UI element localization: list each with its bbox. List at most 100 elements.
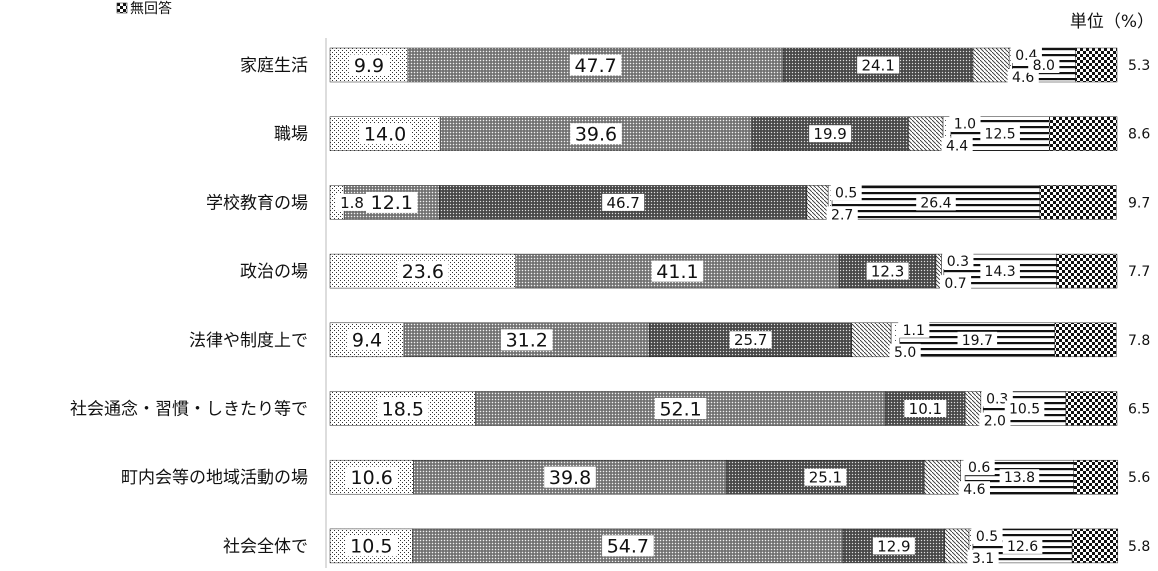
- data-label: 12.5: [985, 127, 1016, 143]
- category-label: 職場: [274, 125, 308, 145]
- data-label: 2.7: [831, 207, 853, 223]
- data-label-bg: [963, 459, 995, 476]
- unit-label: 単位（%）: [1070, 12, 1154, 32]
- data-label: 54.7: [607, 536, 649, 558]
- data-label: 1.1: [903, 323, 925, 339]
- data-label-bg: [889, 343, 921, 360]
- bar-segment: [908, 116, 944, 151]
- bar-row: 社会全体で 10.5 54.7 12.9 3.1 0.5 12.6 5.8: [223, 527, 1150, 567]
- data-label-bg: [826, 206, 858, 223]
- data-label-bg: [809, 125, 852, 143]
- bar-segment: [1056, 253, 1118, 289]
- data-label-bg: [602, 193, 645, 211]
- data-label-bg: [898, 321, 930, 338]
- bar-segment: [972, 47, 1010, 83]
- data-label: 47.7: [574, 55, 616, 77]
- data-label-bg: [345, 466, 398, 488]
- data-label: 5.3: [1128, 58, 1150, 74]
- data-label: 10.5: [350, 536, 392, 558]
- data-label-bg: [957, 331, 998, 348]
- data-label: 46.7: [606, 194, 639, 212]
- category-label: 社会通念・習慣・しきたり等で: [70, 399, 308, 420]
- data-label: 2.0: [984, 414, 1006, 430]
- data-label: 5.6: [1128, 470, 1150, 486]
- data-label-bg: [804, 468, 847, 486]
- data-label: 14.3: [985, 264, 1016, 280]
- data-label-bg: [365, 191, 418, 213]
- data-label-bg: [729, 331, 772, 349]
- bar-segment: [1071, 528, 1119, 564]
- data-label: 19.9: [813, 125, 846, 143]
- bar-segment: [1073, 459, 1119, 495]
- bar-segment: [1075, 47, 1118, 83]
- data-label-bg: [916, 194, 956, 211]
- data-label: 8.6: [1128, 127, 1150, 143]
- data-label: 10.1: [909, 400, 942, 418]
- data-label: 0.6: [968, 460, 990, 476]
- data-label: 0.5: [976, 529, 998, 545]
- data-label: 9.9: [354, 55, 384, 77]
- data-label-bg: [999, 469, 1040, 486]
- data-label-bg: [376, 398, 429, 419]
- data-label-bg: [335, 193, 369, 211]
- data-label: 19.7: [962, 333, 993, 349]
- data-label: 0.3: [947, 254, 969, 270]
- bar-rows: 家庭生活 9.9 47.7 24.14.60.48.0 5.3職場 14.0 39.6 19.…: [70, 47, 1150, 567]
- bar-segment: [1054, 322, 1117, 358]
- data-label: 41.1: [656, 261, 698, 283]
- data-label: 12.3: [871, 263, 904, 281]
- bar-segment: [944, 528, 970, 564]
- data-label-bg: [872, 537, 915, 555]
- data-label: 52.1: [659, 398, 701, 420]
- bar-segment: [851, 322, 892, 358]
- bar-row: 家庭生活 9.9 47.7 24.14.60.48.0 5.3: [240, 47, 1150, 86]
- data-label-bg: [939, 275, 972, 292]
- data-label: 14.0: [364, 124, 406, 146]
- bar-row: 職場 14.0 39.6 19.9 4.4 1.0 12.5 8.6: [274, 115, 1150, 155]
- data-label-bg: [500, 329, 553, 351]
- data-label: 39.6: [575, 124, 617, 146]
- bar-row: 学校教育の場 1.8 12.1 46.7 2.7 0.5 26.4 9.7: [206, 184, 1150, 223]
- data-label-bg: [651, 260, 704, 282]
- data-label: 31.2: [506, 330, 548, 352]
- data-label: 18.5: [382, 398, 424, 420]
- data-label: 9.7: [1128, 195, 1150, 211]
- data-label-bg: [958, 481, 990, 498]
- data-label: 12.6: [1007, 539, 1038, 555]
- data-label: 9.4: [352, 330, 382, 352]
- data-label: 24.1: [861, 56, 894, 74]
- category-label: 社会全体で: [223, 537, 308, 557]
- bar-segment: [475, 391, 886, 426]
- bar-row: 社会通念・習慣・しきたり等で 18.5 52.1 10.1 2.0 0.310.5 6.5: [70, 390, 1150, 430]
- data-label: 26.4: [920, 195, 951, 211]
- data-label-bg: [570, 123, 622, 145]
- data-label-bg: [397, 260, 449, 282]
- data-label: 7.7: [1128, 264, 1150, 280]
- legend-label-no-answer: 無回答: [130, 0, 172, 17]
- data-label: 4.6: [1012, 70, 1034, 86]
- data-label: 7.8: [1128, 333, 1150, 349]
- data-label: 4.4: [946, 139, 968, 155]
- data-label: 12.9: [877, 537, 910, 555]
- data-label-bg: [359, 123, 411, 145]
- data-label: 10.6: [351, 467, 393, 489]
- data-label: 13.8: [1004, 470, 1035, 486]
- data-label-bg: [348, 54, 390, 76]
- bar-segment: [1065, 391, 1118, 426]
- data-label-bg: [971, 527, 1003, 544]
- data-label-bg: [346, 329, 388, 351]
- bar-segment: [806, 185, 829, 220]
- data-label: 25.7: [734, 331, 767, 349]
- data-label-bg: [654, 398, 707, 419]
- data-label: 8.0: [1033, 58, 1055, 74]
- bar-row: 町内会等の地域活動の場 10.6 39.8 25.1 4.6 0.6 13.8 5.6: [121, 459, 1150, 498]
- data-label: 10.5: [1009, 402, 1040, 418]
- data-label: 25.1: [809, 469, 842, 487]
- data-label-bg: [345, 535, 398, 557]
- data-label-bg: [904, 400, 947, 417]
- legend-swatch-no-answer: [116, 2, 128, 14]
- data-label: 1.8: [340, 194, 364, 212]
- data-label: 4.6: [963, 482, 985, 498]
- data-label-bg: [942, 253, 974, 270]
- category-label: 法律や制度上で: [189, 331, 308, 351]
